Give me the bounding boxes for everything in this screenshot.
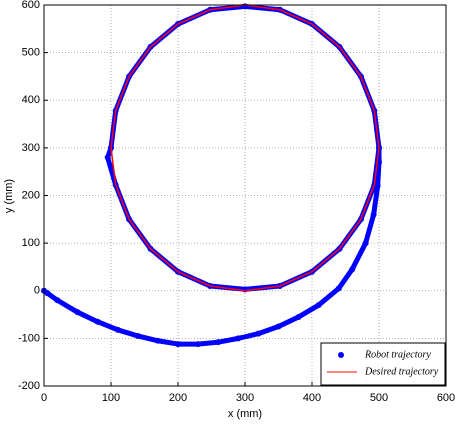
robot-point — [94, 318, 101, 325]
y-tick-label: 100 — [22, 237, 40, 249]
robot-point — [104, 154, 111, 161]
robot-point — [315, 302, 322, 309]
robot-point — [114, 326, 121, 333]
legend-box — [320, 342, 446, 386]
y-tick-label: 300 — [22, 142, 40, 154]
y-tick-label: 500 — [22, 47, 40, 59]
robot-point — [275, 323, 282, 330]
y-tick-label: -200 — [18, 380, 40, 392]
robot-point — [195, 341, 202, 348]
y-tick-label: 0 — [34, 285, 40, 297]
x-tick-label: 100 — [102, 392, 120, 404]
y-tick-label: 400 — [22, 94, 40, 106]
x-tick-label: 400 — [303, 392, 321, 404]
robot-point — [362, 240, 369, 247]
robot-point — [44, 290, 51, 297]
desired-line — [110, 4, 380, 292]
y-tick-label: 600 — [22, 0, 40, 11]
robot-point — [215, 339, 222, 346]
robot-point — [134, 332, 141, 339]
robot-point — [335, 285, 342, 292]
plot-frame — [43, 4, 447, 387]
robot-point — [74, 309, 81, 316]
robot-point — [235, 335, 242, 342]
x-tick-label: 200 — [169, 392, 187, 404]
legend-label: Desired trajectory — [364, 366, 439, 377]
x-tick-label: 0 — [41, 392, 47, 404]
x-axis-label: x (mm) — [228, 408, 262, 420]
robot-point — [349, 266, 356, 273]
robot-point — [54, 297, 61, 304]
legend: Robot trajectory Desired trajectory — [320, 342, 446, 386]
x-tick-label: 300 — [236, 392, 254, 404]
robot-point — [255, 330, 262, 337]
x-tick-label: 500 — [370, 392, 388, 404]
robot-point — [295, 313, 302, 320]
legend-marker — [338, 352, 344, 358]
y-tick-label: -100 — [18, 332, 40, 344]
robot-point — [175, 341, 181, 348]
y-tick-label: 200 — [22, 189, 40, 201]
y-axis-label: y (mm) — [3, 179, 15, 213]
legend-label: Robot trajectory — [364, 349, 431, 360]
x-tick-label: 600 — [437, 392, 455, 404]
robot-point — [370, 211, 377, 218]
robot-point — [154, 337, 161, 344]
